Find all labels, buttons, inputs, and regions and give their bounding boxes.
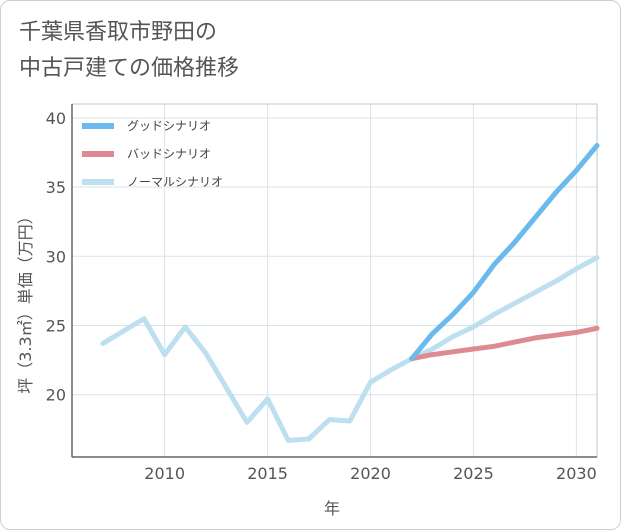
title-line-1: 千葉県香取市野田の [19,20,218,45]
chart-title: 千葉県香取市野田の 中古戸建ての価格推移 [19,15,239,87]
series-lines [100,143,600,443]
y-axis-label: 坪（3.3㎡）単価（万円） [16,208,35,393]
plot-frame [71,103,598,458]
x-axis-label: 年 [324,499,340,518]
series-line-1 [409,143,600,362]
y-tick-label: 35 [46,178,66,197]
title-line-2: 中古戸建ての価格推移 [19,56,240,81]
x-tick-label: 2015 [247,464,288,483]
y-tick-label: 25 [46,316,66,335]
y-tick-label: 20 [46,386,66,405]
series-line-2 [409,325,600,362]
y-tick-label: 30 [46,247,66,266]
x-tick-label: 2025 [453,464,494,483]
y-tick-label: 40 [46,109,66,128]
x-tick-label: 2030 [556,464,597,483]
legend-label: ノーマルシナリオ [127,175,223,189]
x-tick-label: 2010 [144,464,185,483]
y-axis-ticks: 20 25 30 35 40 [46,109,66,405]
x-axis-ticks: 2010 2015 2020 2025 2030 [144,464,596,483]
series-line-3 [100,255,600,443]
x-tick-label: 2020 [350,464,391,483]
legend-label: グッドシナリオ [127,119,211,133]
grid-lines [72,104,597,457]
legend-label: バッドシナリオ [127,147,211,161]
